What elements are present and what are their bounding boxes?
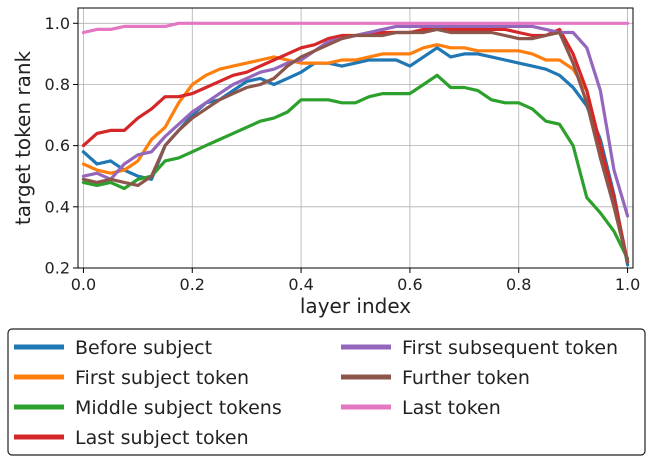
legend-item: First subject token	[14, 367, 249, 389]
legend-item: Last token	[341, 397, 501, 419]
legend-label: Further token	[402, 367, 530, 389]
series-line-first-subject-token	[81, 43, 630, 264]
legend-frame	[7, 328, 646, 456]
series-line-last-token	[81, 21, 630, 35]
legend-label: First subsequent token	[402, 337, 618, 359]
x-tick-label: 0.6	[397, 275, 422, 294]
legend: Before subject First subject token Middle …	[7, 328, 646, 456]
x-axis-title: layer index	[300, 294, 411, 318]
y-tick-label: 0.2	[45, 259, 70, 278]
legend-label: Middle subject tokens	[75, 397, 282, 419]
x-tick-label: 0.4	[288, 275, 313, 294]
plot-area	[77, 7, 634, 269]
y-tick-label: 1.0	[45, 14, 70, 33]
series-line-middle-subject-tokens	[81, 73, 630, 261]
x-tick-label: 0.2	[180, 275, 205, 294]
legend-label: Before subject	[75, 337, 212, 359]
axis-ticks: 0.0 0.2 0.4 0.6 0.8 1.00.20.40.60.81.0	[45, 14, 641, 294]
x-tick-label: 0.0	[71, 275, 96, 294]
series-line-before-subject	[81, 46, 630, 267]
legend-label: First subject token	[75, 367, 249, 389]
grid	[78, 8, 633, 269]
legend-item: Further token	[341, 367, 530, 389]
x-tick-label: 1.0	[615, 275, 640, 294]
legend-item: Last subject token	[14, 427, 249, 449]
y-tick-label: 0.6	[45, 136, 70, 155]
series-lines	[81, 21, 630, 267]
x-tick-label: 0.8	[506, 275, 531, 294]
y-tick-label: 0.4	[45, 197, 70, 216]
legend-item: Middle subject tokens	[14, 397, 282, 419]
legend-label: Last subject token	[75, 427, 249, 449]
y-axis-title: target token rank	[11, 50, 35, 225]
legend-label: Last token	[402, 397, 501, 419]
series-line-further-token	[81, 27, 630, 264]
legend-item: First subsequent token	[341, 337, 618, 359]
legend-item: Before subject	[14, 337, 212, 359]
y-tick-label: 0.8	[45, 75, 70, 94]
